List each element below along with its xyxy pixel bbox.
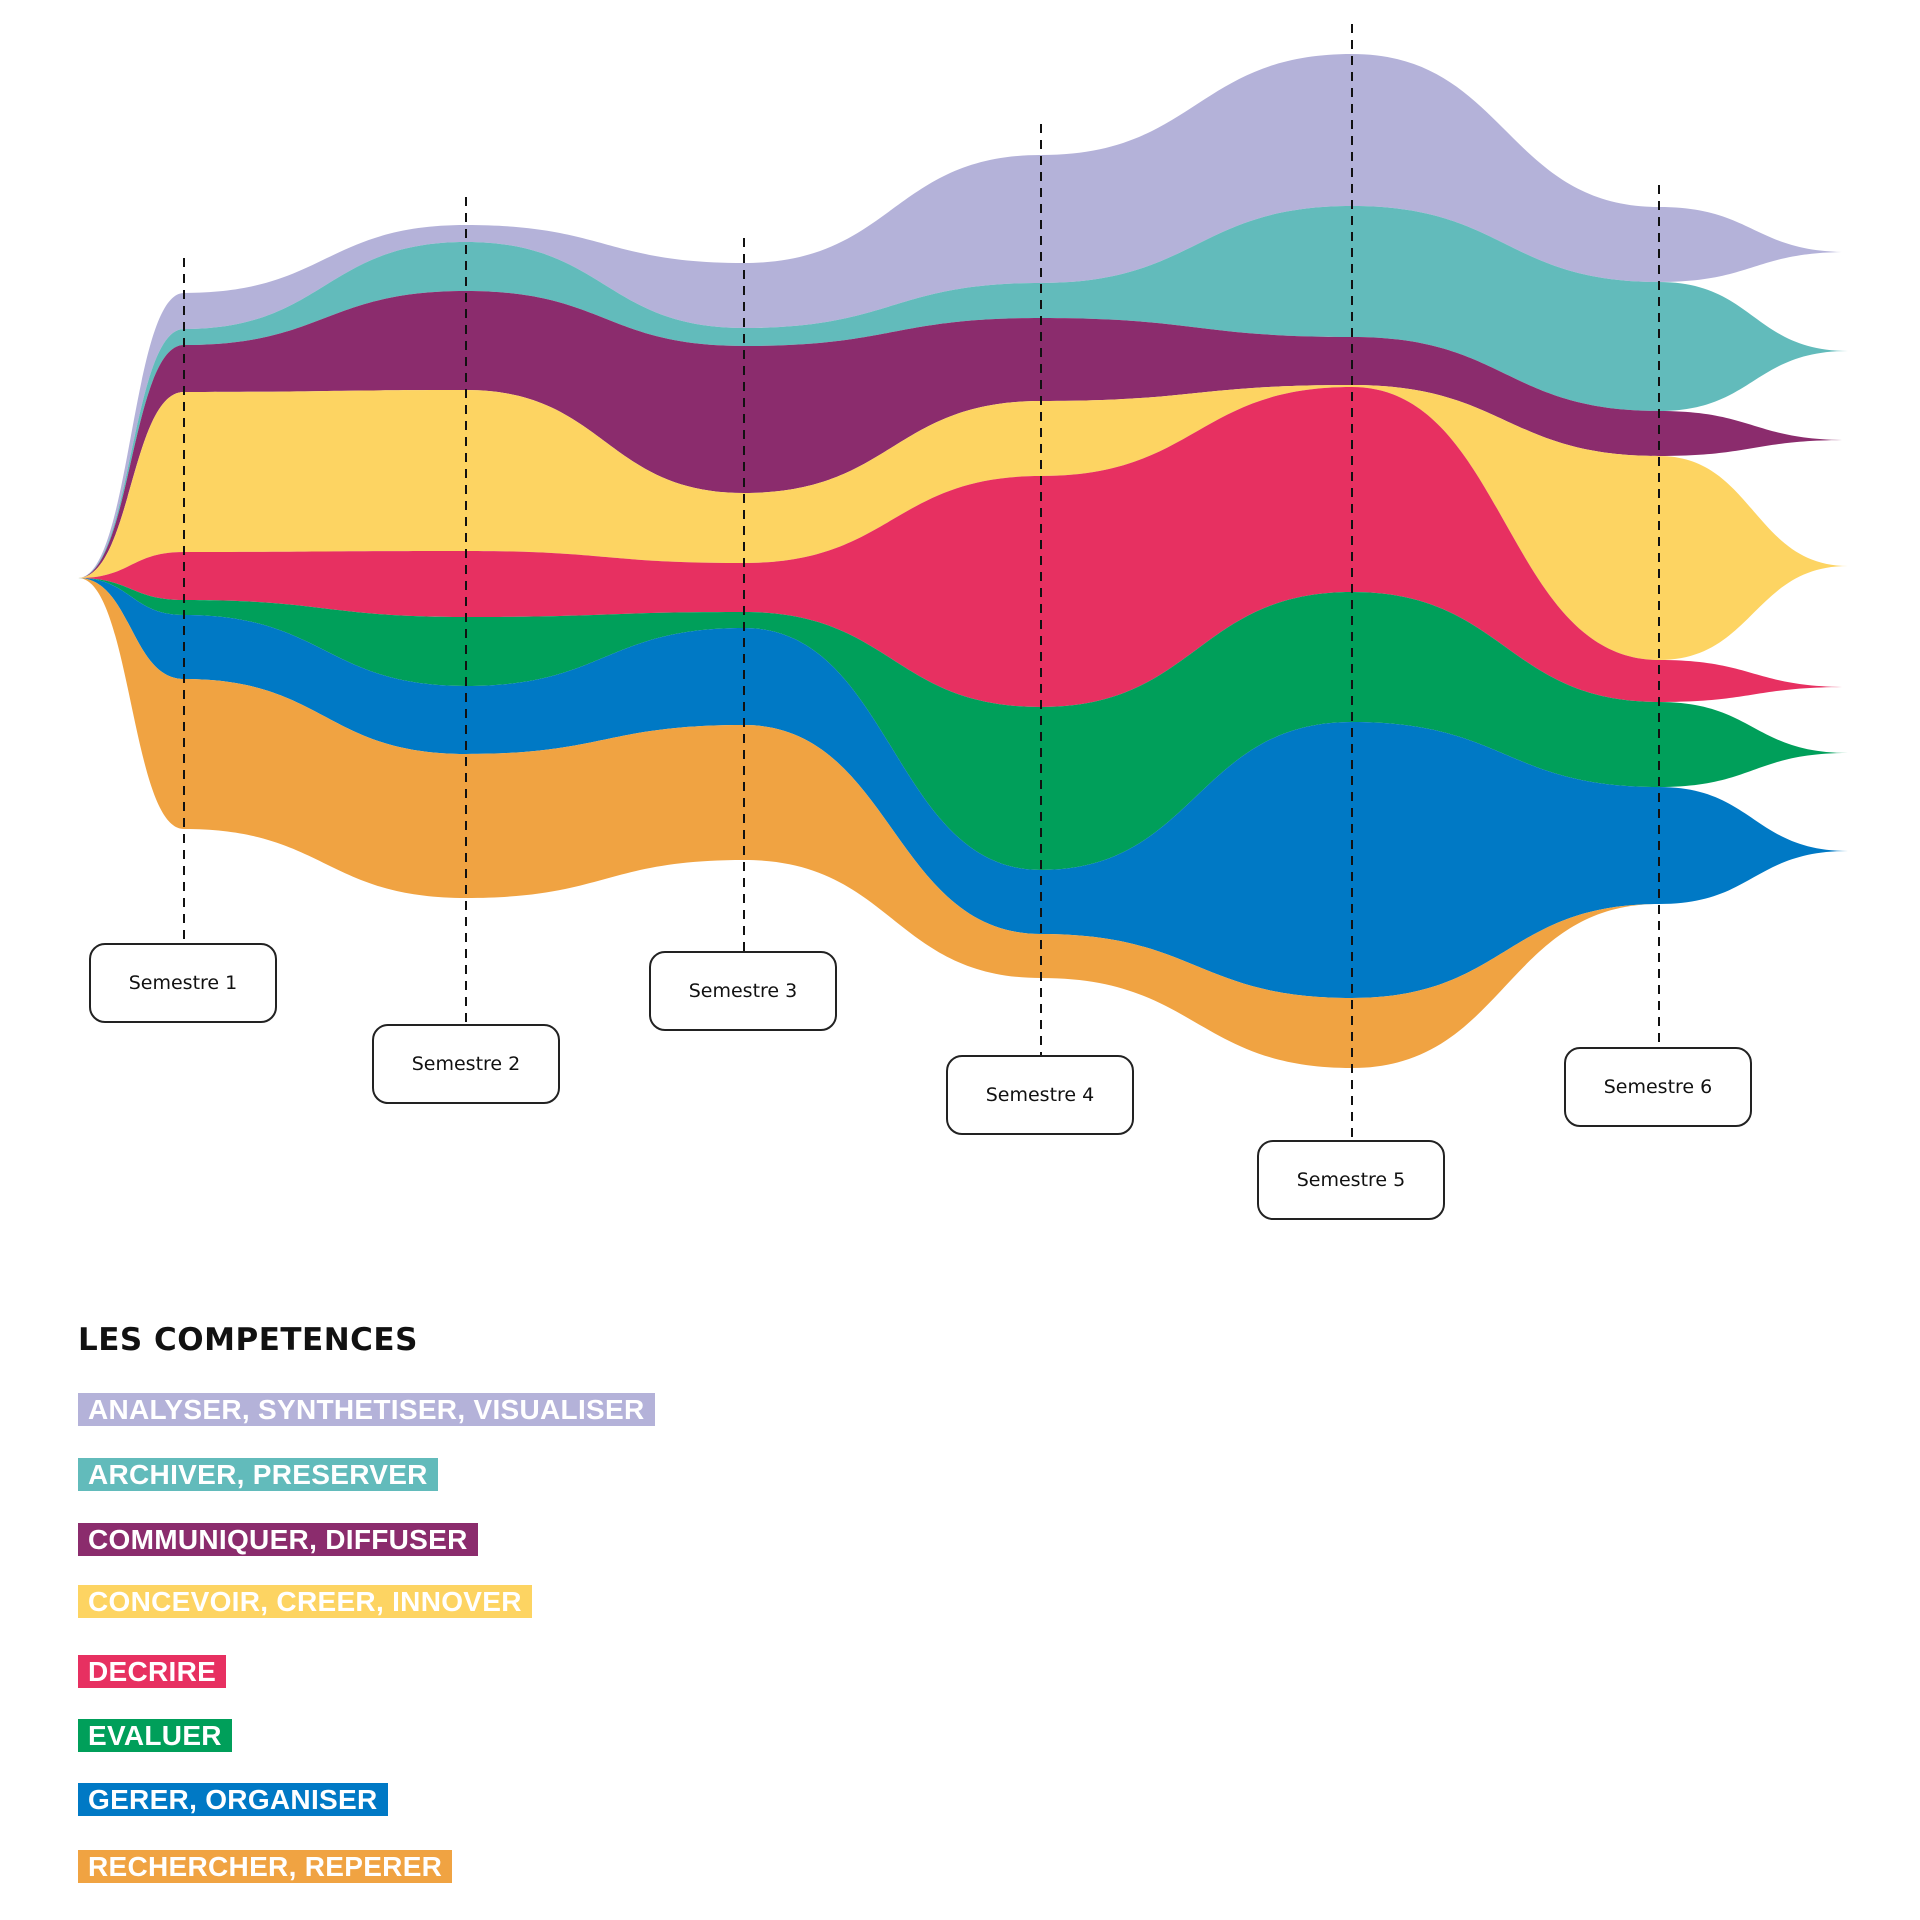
stream-layer-1 <box>78 54 1848 578</box>
semester-label-2: Semestre 2 <box>372 1024 560 1104</box>
legend-item-concevoir: CONCEVOIR, CREER, INNOVER <box>78 1585 532 1618</box>
legend-title: LES COMPETENCES <box>78 1322 418 1358</box>
semester-label-1: Semestre 1 <box>89 943 277 1023</box>
legend-item-rechercher: RECHERCHER, REPERER <box>78 1850 453 1883</box>
legend-item-gerer: GERER, ORGANISER <box>78 1783 388 1816</box>
stream-layer-2 <box>78 206 1848 578</box>
stream-layer-4 <box>78 385 1848 660</box>
legend-item-decrire: DECRIRE <box>78 1655 227 1688</box>
semester-label-5: Semestre 5 <box>1257 1140 1445 1220</box>
semester-label-4: Semestre 4 <box>946 1055 1134 1135</box>
legend-item-archiver: ARCHIVER, PRESERVER <box>78 1458 438 1491</box>
stream-layer-5 <box>78 387 1848 707</box>
stream-layers <box>78 54 1848 1068</box>
semester-label-6: Semestre 6 <box>1564 1047 1752 1127</box>
semester-label-3: Semestre 3 <box>649 951 837 1031</box>
stream-layer-8 <box>78 578 1659 1068</box>
legend-item-evaluer: EVALUER <box>78 1719 232 1752</box>
legend-item-analyser: ANALYSER, SYNTHETISER, VISUALISER <box>78 1393 655 1426</box>
legend-item-communiquer: COMMUNIQUER, DIFFUSER <box>78 1523 478 1556</box>
stream-layer-3 <box>78 291 1848 578</box>
streamgraph <box>78 24 1848 1140</box>
semester-guide-lines <box>183 24 1660 1140</box>
stream-layer-7 <box>78 578 1848 998</box>
stream-layer-6 <box>78 578 1848 870</box>
